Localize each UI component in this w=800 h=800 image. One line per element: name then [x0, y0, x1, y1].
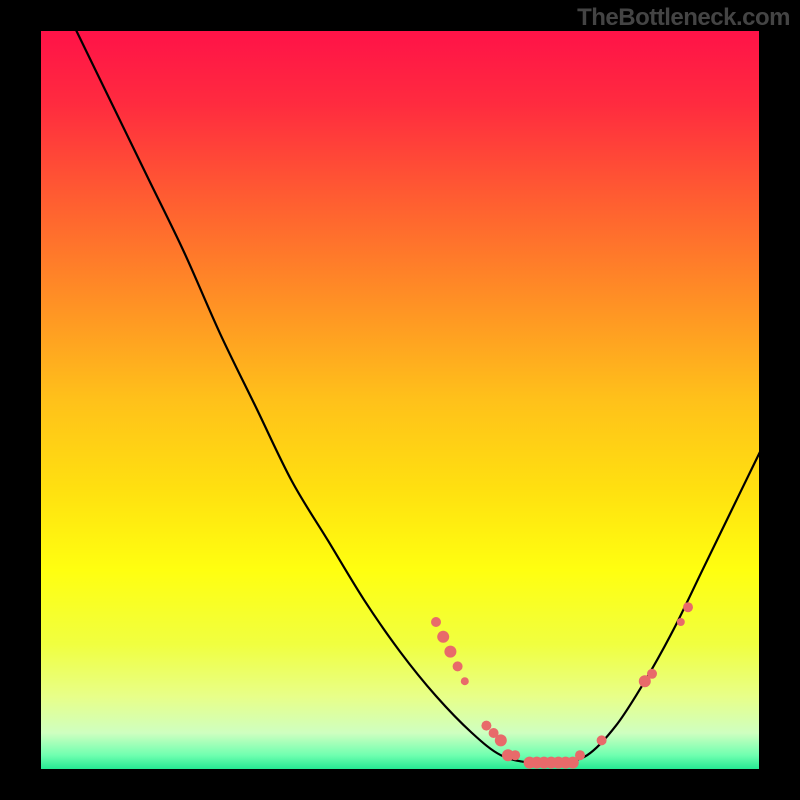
- data-marker: [597, 735, 607, 745]
- data-marker: [683, 602, 693, 612]
- watermark-text: TheBottleneck.com: [577, 4, 790, 32]
- data-marker: [677, 618, 685, 626]
- chart-container: TheBottleneck.com: [0, 0, 800, 800]
- data-marker: [647, 669, 657, 679]
- data-marker: [444, 646, 456, 658]
- bottleneck-curve-chart: [0, 0, 800, 800]
- data-marker: [481, 721, 491, 731]
- data-marker: [437, 631, 449, 643]
- data-marker: [453, 661, 463, 671]
- data-marker: [495, 734, 507, 746]
- data-marker: [431, 617, 441, 627]
- data-marker: [510, 750, 520, 760]
- data-marker: [575, 750, 585, 760]
- data-marker: [461, 677, 469, 685]
- gradient-background: [40, 30, 760, 770]
